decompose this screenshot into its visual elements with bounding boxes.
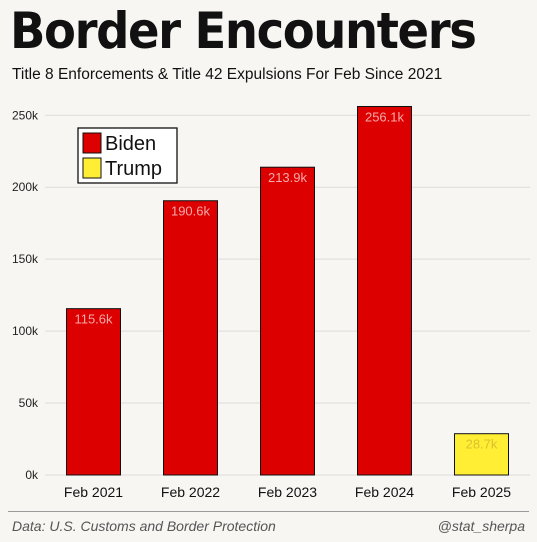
author-credit: @stat_sherpa: [437, 518, 525, 534]
legend-label: Trump: [105, 158, 162, 180]
footer-divider: [8, 511, 529, 512]
bar-value-label: 213.9k: [268, 170, 308, 185]
bar-value-label: 190.6k: [171, 204, 211, 219]
x-tick-label: Feb 2024: [355, 484, 414, 500]
bar: [357, 105, 412, 476]
legend-swatch: [82, 132, 102, 154]
bar: [163, 200, 218, 476]
y-tick-label: 50k: [19, 396, 39, 410]
bar: [66, 308, 121, 476]
data-source-note: Data: U.S. Customs and Border Protection: [12, 518, 276, 534]
bar-value-label: 115.6k: [74, 312, 113, 327]
x-tick-label: Feb 2022: [161, 484, 220, 500]
chart-subtitle: Title 8 Enforcements & Title 42 Expulsio…: [12, 66, 443, 83]
y-tick-label: 150k: [12, 252, 39, 266]
y-tick-label: 100k: [12, 324, 39, 338]
y-tick-label: 200k: [12, 180, 39, 194]
x-tick-label: Feb 2025: [452, 484, 511, 500]
y-tick-label: 0k: [25, 468, 39, 482]
legend-label: Biden: [105, 133, 156, 155]
bar: [260, 166, 315, 476]
bar-chart: 0k 50k 100k 150k 200k 250k 115.6k Feb 2021 190.6…: [12, 105, 530, 500]
x-tick-label: Feb 2021: [64, 484, 123, 500]
bar-value-label: 28.7k: [466, 437, 498, 452]
chart-title: Border Encounters: [10, 2, 477, 60]
x-tick-label: Feb 2023: [258, 484, 317, 500]
bar-value-label: 256.1k: [365, 109, 405, 124]
y-tick-label: 250k: [12, 108, 39, 122]
bar: [454, 433, 509, 476]
legend-swatch: [82, 157, 102, 179]
